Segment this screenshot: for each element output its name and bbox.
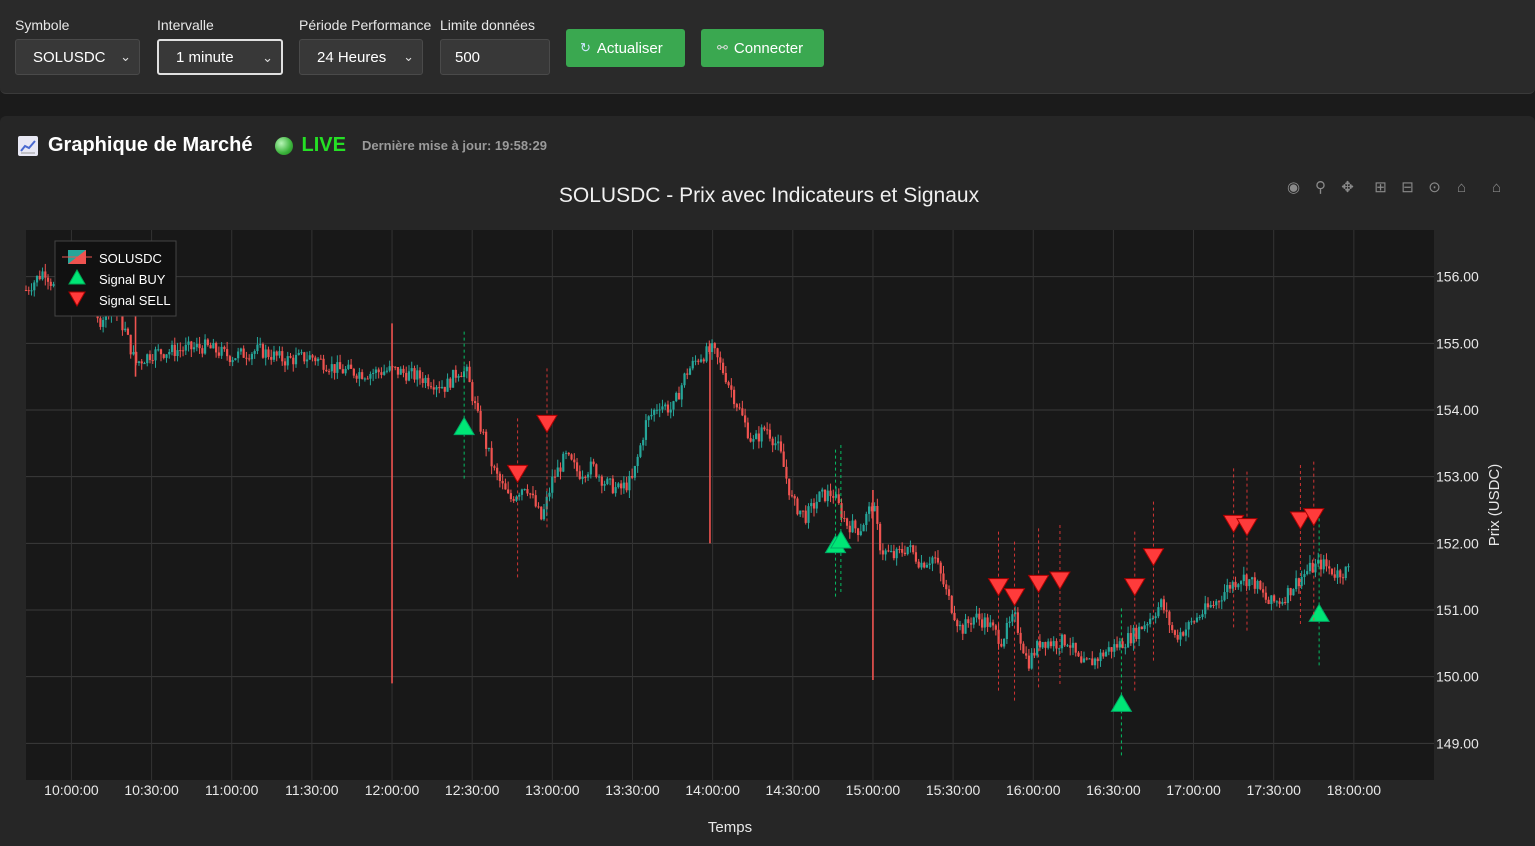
- period-field: Période Performance 24 Heures ⌄: [299, 17, 431, 75]
- chevron-down-icon: ⌄: [262, 50, 273, 65]
- chevron-down-icon: ⌄: [403, 49, 414, 64]
- connect-button[interactable]: ⚯ Connecter: [701, 29, 824, 67]
- symbol-value: SOLUSDC: [33, 48, 106, 66]
- refresh-icon: ↻: [580, 40, 591, 55]
- symbol-select[interactable]: SOLUSDC ⌄: [15, 39, 140, 75]
- live-indicator: LIVE: [301, 134, 346, 156]
- interval-label: Intervalle: [157, 17, 214, 33]
- last-update-text: Dernière mise à jour: 19:58:29: [361, 138, 547, 153]
- chevron-down-icon: ⌄: [120, 49, 131, 64]
- market-chart-panel: Graphique de Marché LIVE Dernière mise à…: [0, 116, 1535, 846]
- limit-value: 500: [455, 48, 481, 66]
- pan-icon[interactable]: ✥: [1341, 179, 1354, 196]
- limit-input[interactable]: 500: [440, 39, 550, 75]
- period-select[interactable]: 24 Heures ⌄: [299, 39, 423, 75]
- control-toolbar: Symbole SOLUSDC ⌄ Intervalle 1 minute ⌄ …: [0, 0, 1535, 94]
- refresh-button-label: Actualiser: [596, 39, 663, 57]
- zoom-out-icon[interactable]: ⊟: [1401, 179, 1414, 196]
- symbol-label: Symbole: [15, 17, 70, 33]
- reset-axes-icon[interactable]: ⌂: [1456, 179, 1467, 196]
- period-value: 24 Heures: [317, 48, 387, 66]
- symbol-field: Symbole SOLUSDC ⌄: [15, 17, 140, 75]
- limit-field: Limite données 500: [440, 17, 550, 75]
- zoom-in-icon[interactable]: ⊞: [1374, 179, 1387, 196]
- period-label: Période Performance: [299, 17, 432, 33]
- plug-icon: ⚯: [717, 40, 728, 55]
- panel-header: Graphique de Marché LIVE Dernière mise à…: [18, 134, 547, 157]
- home-icon[interactable]: ⌂: [1491, 179, 1502, 196]
- autoscale-icon[interactable]: ⊙: [1428, 179, 1441, 196]
- interval-value: 1 minute: [176, 48, 234, 66]
- zoom-icon[interactable]: ⚲: [1315, 179, 1326, 196]
- panel-title: Graphique de Marché: [48, 134, 253, 156]
- chart-line-icon: [18, 135, 38, 156]
- interval-select[interactable]: 1 minute ⌄: [157, 39, 283, 75]
- connect-button-label: Connecter: [733, 39, 804, 57]
- camera-icon[interactable]: ◉: [1286, 179, 1301, 196]
- status-dot-icon: [274, 136, 293, 155]
- chart-modebar: ◉ ⚲ ✥ ⊞ ⊟ ⊙ ⌂ ⌂: [1282, 178, 1508, 198]
- interval-field: Intervalle 1 minute ⌄: [157, 17, 283, 75]
- limit-label: Limite données: [440, 17, 535, 33]
- refresh-button[interactable]: ↻ Actualiser: [566, 29, 685, 67]
